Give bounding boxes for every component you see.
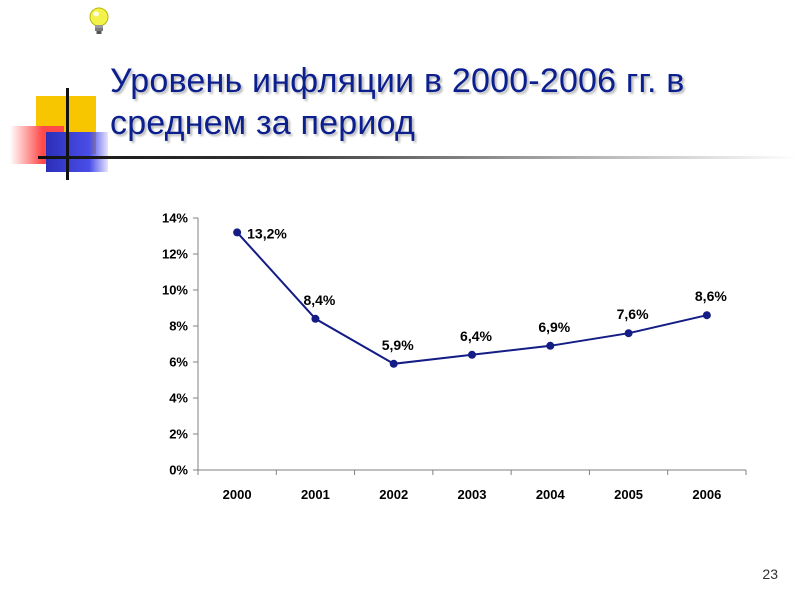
inflation-line-chart: 0% 2% 4% 6% 8% 10% 12% 14% 2000 2001 2002 2003 2004… bbox=[162, 211, 747, 502]
slide-title: Уровень инфляции в 2000-2006 гг. в средн… bbox=[110, 62, 685, 142]
series-group bbox=[233, 228, 711, 368]
data-point bbox=[624, 329, 633, 338]
data-label: 7,6% bbox=[617, 306, 649, 322]
data-label: 8,4% bbox=[303, 292, 335, 308]
data-label: 6,4% bbox=[460, 328, 492, 344]
y-tick-label: 6% bbox=[169, 355, 188, 370]
data-point bbox=[702, 311, 711, 320]
y-tick-label: 0% bbox=[169, 463, 188, 478]
data-point bbox=[233, 228, 242, 237]
y-tick-label: 14% bbox=[162, 211, 188, 226]
data-label: 8,6% bbox=[695, 288, 727, 304]
deco-vertical-line bbox=[66, 88, 69, 180]
y-tick-label: 4% bbox=[169, 391, 188, 406]
lightbulb-icon bbox=[89, 7, 109, 34]
data-point bbox=[389, 359, 398, 368]
x-tick-label: 2002 bbox=[379, 487, 408, 502]
title-underline bbox=[38, 156, 798, 159]
x-axis-ticks: 2000 2001 2002 2003 2004 2005 2006 bbox=[197, 470, 747, 502]
x-tick-label: 2004 bbox=[536, 487, 566, 502]
deco-blue-square bbox=[46, 132, 108, 172]
x-tick-label: 2003 bbox=[458, 487, 487, 502]
x-tick-label: 2001 bbox=[301, 487, 330, 502]
data-point bbox=[311, 314, 320, 323]
y-tick-label: 2% bbox=[169, 427, 188, 442]
x-tick-label: 2005 bbox=[614, 487, 643, 502]
data-point bbox=[468, 350, 476, 359]
data-label: 5,9% bbox=[382, 337, 414, 353]
y-tick-label: 10% bbox=[162, 283, 188, 298]
page-number: 23 bbox=[762, 566, 778, 582]
x-tick-label: 2000 bbox=[223, 487, 252, 502]
data-labels: 13,2% 8,4% 5,9% 6,4% 6,9% 7,6% 8,6% bbox=[247, 225, 727, 352]
chart-axes bbox=[197, 218, 746, 471]
x-tick-label: 2006 bbox=[692, 487, 721, 502]
y-tick-label: 8% bbox=[169, 319, 188, 334]
data-label: 13,2% bbox=[247, 225, 287, 241]
y-axis-ticks: 0% 2% 4% 6% 8% 10% 12% 14% bbox=[162, 211, 198, 478]
y-tick-label: 12% bbox=[162, 247, 188, 262]
data-label: 6,9% bbox=[538, 319, 570, 335]
data-point bbox=[546, 341, 555, 350]
